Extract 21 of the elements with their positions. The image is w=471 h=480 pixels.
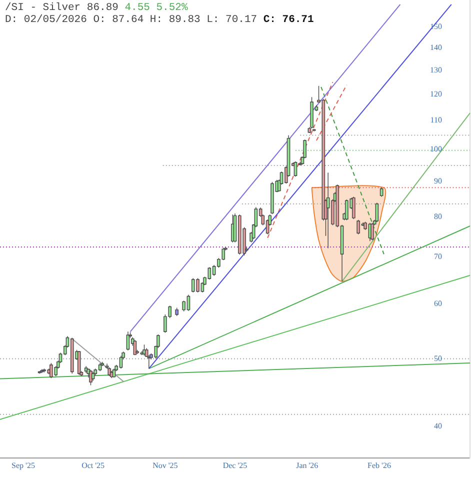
chart-subtitle: 4.55 5.52% bbox=[124, 2, 188, 14]
y-tick-label: 50 bbox=[434, 354, 442, 363]
y-tick-label: 120 bbox=[430, 89, 442, 98]
x-tick-label: Nov '25 bbox=[152, 460, 178, 470]
y-tick-label: 130 bbox=[430, 65, 442, 74]
y-tick-label: 140 bbox=[430, 42, 442, 52]
y-tick-label: 80 bbox=[434, 212, 442, 221]
x-tick-label: Sep '25 bbox=[12, 460, 35, 470]
x-tick-label: Oct '25 bbox=[82, 460, 105, 470]
x-tick-label: Dec '25 bbox=[222, 460, 248, 470]
y-tick-label: 110 bbox=[430, 116, 442, 125]
y-tick-label: 40 bbox=[434, 421, 442, 430]
annotation: D: 02/05/2026 O: 87.64 H: 89.83 L: 70.17 bbox=[5, 14, 258, 26]
x-tick-label: Feb '26 bbox=[368, 460, 391, 470]
y-tick-label: 90 bbox=[434, 176, 442, 186]
y-tick-label: 100 bbox=[430, 144, 442, 154]
y-tick-label: 70 bbox=[434, 252, 442, 262]
y-tick-label: 60 bbox=[434, 298, 442, 308]
x-tick-label: Jan '26 bbox=[296, 460, 318, 470]
annotation: C: 76.71 bbox=[263, 14, 314, 26]
chart-title: /SI - Silver 86.89 bbox=[5, 2, 118, 14]
